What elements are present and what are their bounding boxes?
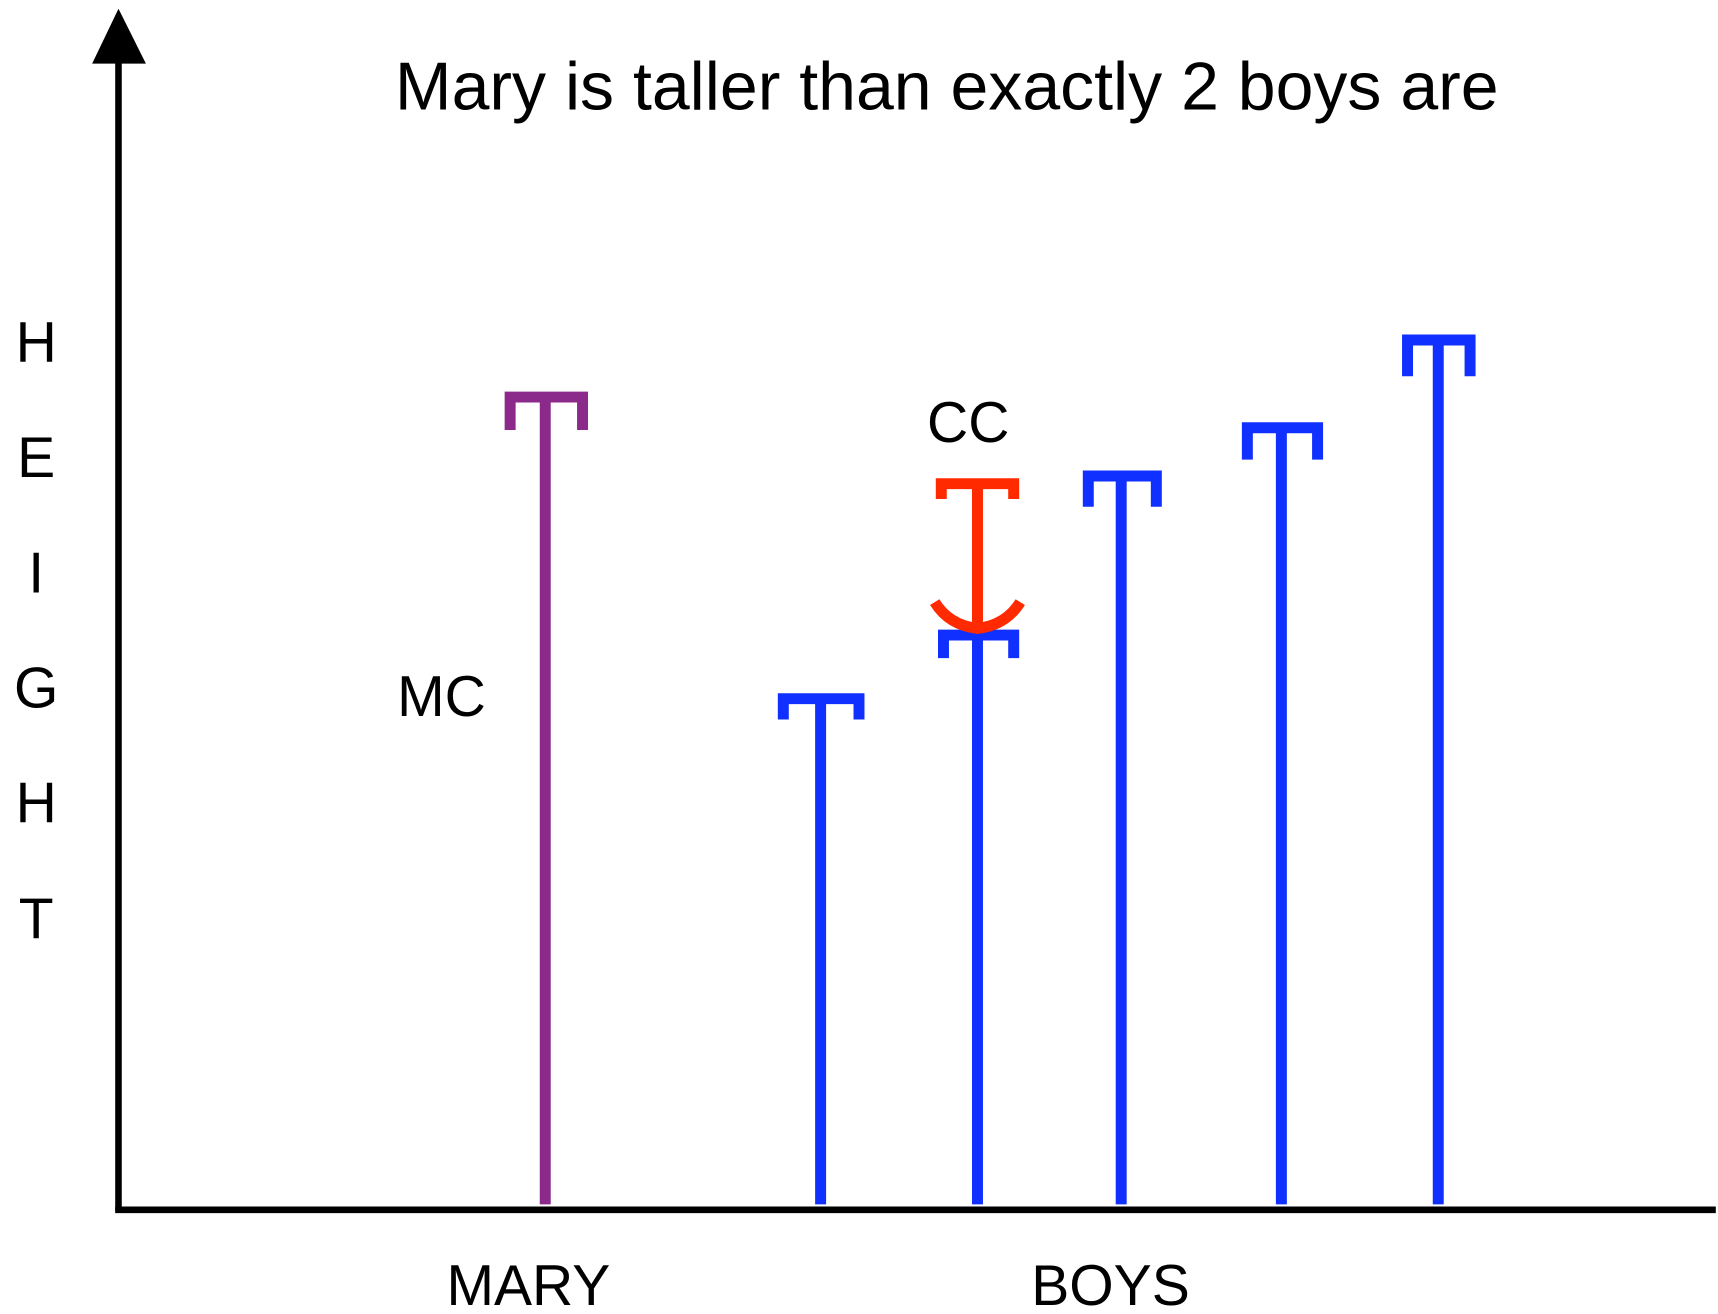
- mc-label: MC: [397, 665, 486, 729]
- mary-bar: [504, 391, 589, 1205]
- y-axis-letter: H: [16, 311, 57, 375]
- boy-bars: [777, 334, 1476, 1205]
- y-axis-letter: H: [16, 772, 57, 836]
- y-axis-letter: E: [17, 426, 55, 490]
- title: Mary is taller than exactly 2 boys are: [395, 49, 1499, 125]
- y-axis-letter: T: [19, 887, 54, 951]
- cc-marker: [930, 478, 1025, 635]
- y-axis-letter: G: [14, 656, 58, 720]
- y-axis-letter: I: [28, 541, 44, 605]
- x-label: BOYS: [1031, 1254, 1190, 1314]
- y-axis-arrow: [92, 8, 146, 64]
- x-label: MARY: [447, 1254, 611, 1314]
- cc-label: CC: [927, 391, 1009, 455]
